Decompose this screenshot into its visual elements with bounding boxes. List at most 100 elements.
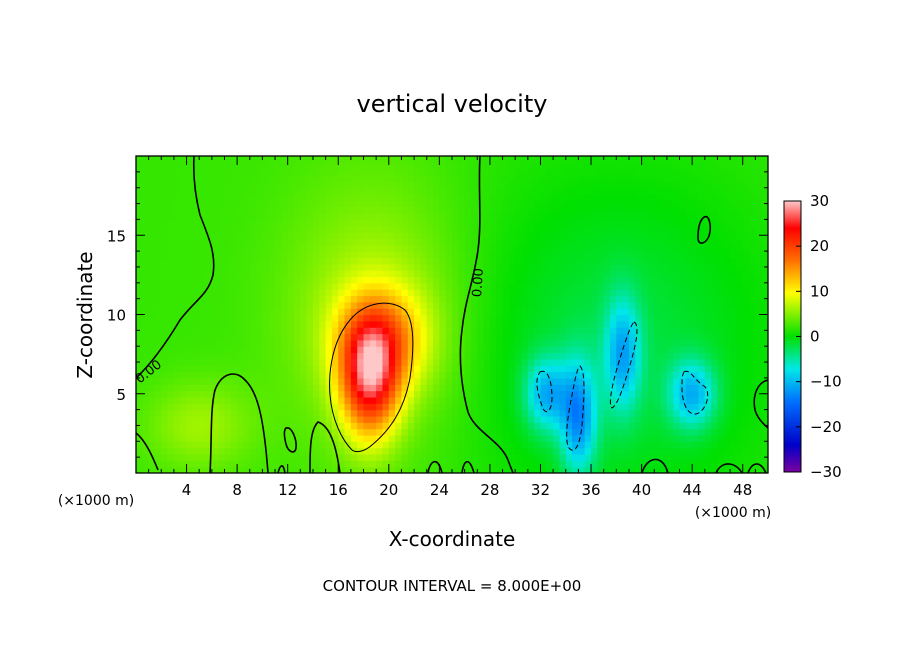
heatmap-cell bbox=[527, 346, 535, 354]
heatmap-cell bbox=[211, 194, 219, 201]
heatmap-cell bbox=[433, 276, 440, 284]
heatmap-cell bbox=[597, 244, 605, 252]
heatmap-cell bbox=[679, 415, 687, 423]
heatmap-cell bbox=[211, 371, 219, 379]
heatmap-cell bbox=[154, 301, 162, 309]
heatmap-cell bbox=[344, 428, 352, 436]
heatmap-cell bbox=[142, 244, 150, 252]
heatmap-cell bbox=[300, 194, 308, 201]
heatmap-cell bbox=[489, 453, 497, 461]
heatmap-cell bbox=[679, 276, 687, 284]
heatmap-cell bbox=[142, 308, 150, 316]
heatmap-cell bbox=[376, 295, 384, 303]
heatmap-cell bbox=[199, 308, 207, 316]
heatmap-cell bbox=[249, 403, 257, 411]
heatmap-cell bbox=[546, 181, 554, 189]
heatmap-cell bbox=[357, 219, 365, 227]
heatmap-cell bbox=[515, 371, 523, 379]
heatmap-cell bbox=[275, 453, 282, 461]
heatmap-cell bbox=[401, 257, 409, 265]
heatmap-cell bbox=[148, 251, 156, 259]
heatmap-cell bbox=[508, 276, 516, 284]
heatmap-cell bbox=[148, 156, 156, 163]
heatmap-cell bbox=[426, 314, 434, 322]
heatmap-cell bbox=[666, 289, 674, 297]
heatmap-cell bbox=[521, 238, 529, 246]
heatmap-cell bbox=[388, 339, 396, 347]
heatmap-cell bbox=[426, 390, 434, 398]
heatmap-cell bbox=[363, 460, 371, 468]
heatmap-cell bbox=[338, 415, 346, 423]
heatmap-cell bbox=[452, 384, 459, 392]
heatmap-cell bbox=[237, 219, 245, 227]
heatmap-cell bbox=[338, 409, 346, 417]
heatmap-cell bbox=[275, 415, 282, 423]
heatmap-cell bbox=[742, 219, 750, 227]
heatmap-cell bbox=[401, 206, 409, 214]
heatmap-cell bbox=[483, 390, 491, 398]
heatmap-cell bbox=[616, 422, 624, 430]
heatmap-cell bbox=[211, 270, 219, 278]
heatmap-cell bbox=[350, 232, 358, 240]
heatmap-cell bbox=[559, 403, 567, 411]
heatmap-cell bbox=[711, 156, 719, 163]
heatmap-cell bbox=[477, 428, 485, 436]
heatmap-cell bbox=[616, 295, 624, 303]
heatmap-cell bbox=[369, 320, 377, 328]
heatmap-cell bbox=[167, 396, 175, 404]
heatmap-cell bbox=[610, 390, 617, 398]
heatmap-cell bbox=[401, 187, 409, 195]
heatmap-cell bbox=[546, 339, 554, 347]
heatmap-cell bbox=[546, 213, 554, 220]
heatmap-cell bbox=[610, 327, 617, 335]
heatmap-cell bbox=[338, 276, 346, 284]
heatmap-cell bbox=[401, 333, 409, 341]
heatmap-cell bbox=[325, 377, 333, 385]
heatmap-cell bbox=[717, 200, 725, 208]
heatmap-cell bbox=[205, 327, 213, 335]
heatmap-cell bbox=[591, 441, 598, 449]
heatmap-cell bbox=[666, 238, 674, 246]
heatmap-cell bbox=[685, 333, 693, 341]
heatmap-cell bbox=[508, 352, 516, 360]
heatmap-cell bbox=[180, 396, 188, 404]
heatmap-cell bbox=[553, 232, 561, 240]
heatmap-cell bbox=[597, 301, 605, 309]
heatmap-cell bbox=[597, 396, 605, 404]
heatmap-cell bbox=[660, 175, 668, 182]
heatmap-cell bbox=[395, 320, 403, 328]
heatmap-cell bbox=[647, 428, 655, 436]
heatmap-cell bbox=[401, 295, 409, 303]
heatmap-cell bbox=[281, 282, 289, 290]
heatmap-cell bbox=[610, 409, 617, 417]
heatmap-cell bbox=[426, 289, 434, 297]
heatmap-cell bbox=[496, 333, 504, 341]
heatmap-cell bbox=[685, 276, 693, 284]
heatmap-cell bbox=[249, 219, 257, 227]
heatmap-cell bbox=[616, 232, 624, 240]
heatmap-cell bbox=[584, 301, 592, 309]
heatmap-cell bbox=[521, 371, 529, 379]
heatmap-cell bbox=[414, 327, 421, 335]
heatmap-cell bbox=[268, 333, 276, 341]
heatmap-cell bbox=[376, 403, 384, 411]
heatmap-cell bbox=[578, 181, 586, 189]
heatmap-cell bbox=[458, 314, 466, 322]
heatmap-cell bbox=[211, 339, 219, 347]
heatmap-cell bbox=[685, 434, 693, 442]
heatmap-cell bbox=[218, 466, 226, 473]
heatmap-cell bbox=[268, 206, 276, 214]
heatmap-cell bbox=[704, 314, 712, 322]
heatmap-cell bbox=[515, 358, 523, 366]
heatmap-cell bbox=[464, 200, 472, 208]
heatmap-cell bbox=[312, 403, 320, 411]
heatmap-cell bbox=[553, 403, 561, 411]
heatmap-cell bbox=[742, 181, 750, 189]
heatmap-cell bbox=[192, 352, 200, 360]
heatmap-cell bbox=[173, 308, 181, 316]
heatmap-cell bbox=[287, 213, 295, 220]
heatmap-cell bbox=[635, 156, 643, 163]
heatmap-cell bbox=[540, 232, 548, 240]
heatmap-cell bbox=[508, 187, 516, 195]
heatmap-cell bbox=[136, 339, 143, 347]
